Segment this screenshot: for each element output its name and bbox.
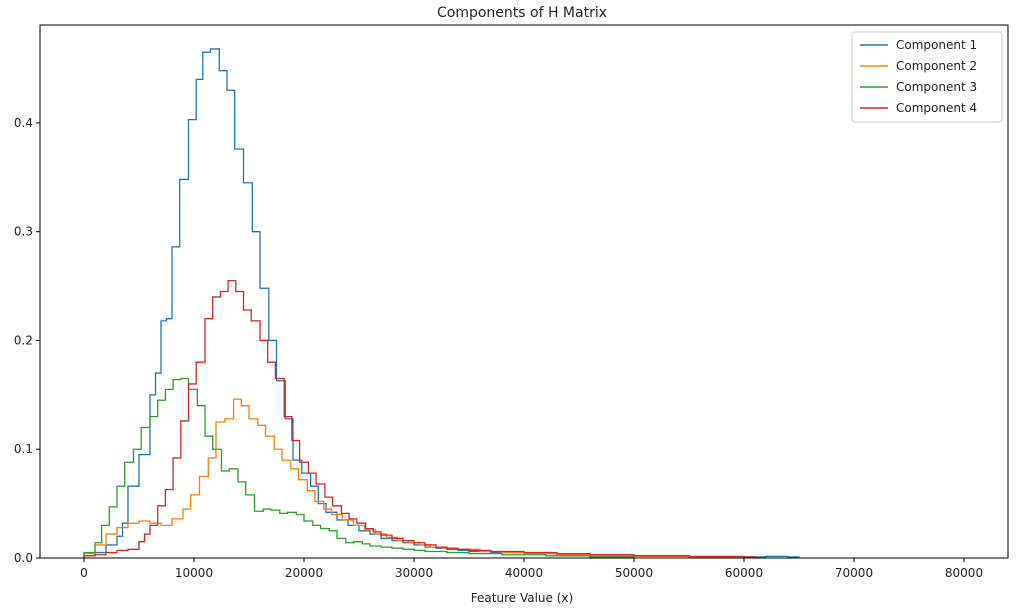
x-tick-label: 40000 [505,566,543,580]
plot-area [83,48,800,558]
y-tick-label: 0.1 [14,442,33,456]
y-tick-label: 0.4 [14,116,33,130]
x-tick-label: 10000 [175,566,213,580]
x-tick-label: 70000 [835,566,873,580]
y-tick-label: 0.0 [14,551,33,565]
y-axis: 0.0 0.1 0.2 0.3 0.4 [14,116,40,565]
y-tick-label: 0.2 [14,333,33,347]
x-tick-label: 20000 [285,566,323,580]
series-line-3 [83,377,635,558]
x-tick-label: 60000 [725,566,763,580]
legend-label: Component 4 [896,101,977,115]
x-axis-label: Feature Value (x) [471,591,573,605]
y-tick-label: 0.3 [14,225,33,239]
series-line-1 [83,48,800,558]
x-axis: 0 10000 20000 30000 40000 50000 60000 70000 8000… [80,558,983,580]
series-line-2 [83,398,756,558]
x-tick-label: 50000 [615,566,653,580]
legend-box [851,31,1003,123]
legend: Component 1 Component 2 Component 3 Compone… [851,31,1003,123]
legend-label: Component 2 [896,59,977,73]
x-tick-label: 80000 [945,566,983,580]
x-tick-label: 0 [80,566,88,580]
legend-label: Component 3 [896,80,977,94]
chart-title: Components of H Matrix [437,5,607,21]
series-line-4 [83,279,756,558]
x-tick-label: 30000 [395,566,433,580]
legend-label: Component 1 [896,38,977,52]
